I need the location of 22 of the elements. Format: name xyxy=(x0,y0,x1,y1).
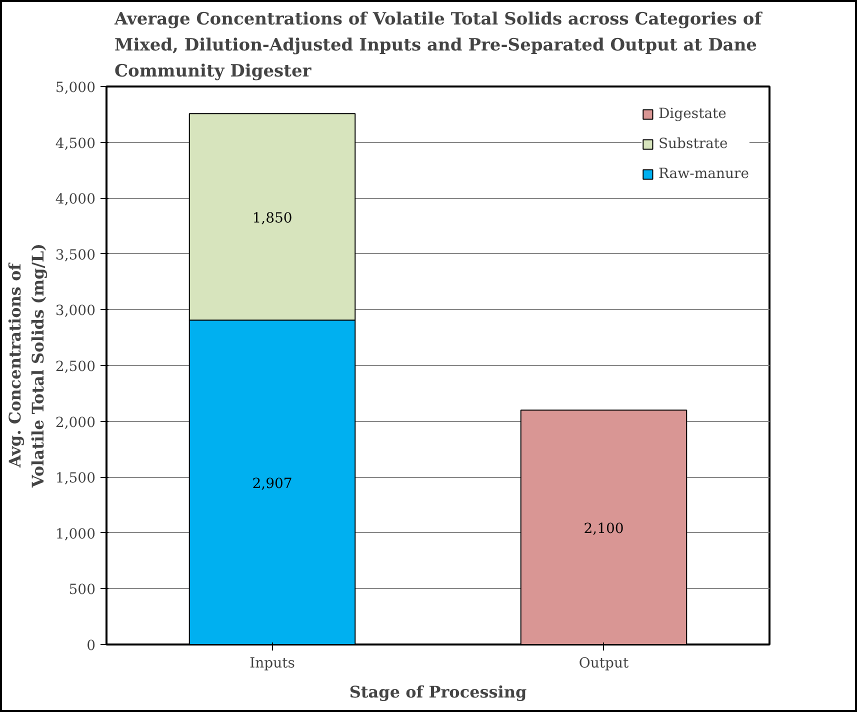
x-tick-label: Inputs xyxy=(250,656,295,672)
y-tick-label: 4,500 xyxy=(55,136,96,152)
data-label: 2,907 xyxy=(252,476,292,492)
y-tick-label: 0 xyxy=(86,638,96,654)
y-tick-label: 1,500 xyxy=(55,470,96,487)
legend-label: Substrate xyxy=(658,136,728,152)
chart-title: Average Concentrations of Volatile Total Solids across Categories of Mixed, Dilution-Adjusted Inputs and Pre-Separated Output at Dane Community Digester xyxy=(113,10,764,82)
y-tick-label: 3,000 xyxy=(55,303,96,320)
y-tick-label: 1,000 xyxy=(55,526,96,542)
legend-label: Digestate xyxy=(658,106,726,122)
x-axis-title: Stage of Processing xyxy=(349,682,527,702)
legend-label: Raw-manure xyxy=(658,166,749,182)
data-label: 2,100 xyxy=(584,520,624,537)
y-tick-label: 4,000 xyxy=(55,192,96,208)
y-axis-title: Avg. Concentrations of Volatile Total Solids (mg/L) xyxy=(6,243,48,489)
y-tick-label: 5,000 xyxy=(55,80,96,96)
y-tick-label: 2,000 xyxy=(55,414,96,431)
y-tick-label: 500 xyxy=(68,582,96,598)
data-label: 1,850 xyxy=(252,210,292,226)
y-tick-label: 3,500 xyxy=(55,247,96,264)
x-tick-label: Output xyxy=(578,656,629,672)
y-tick-label: 2,500 xyxy=(55,359,96,375)
